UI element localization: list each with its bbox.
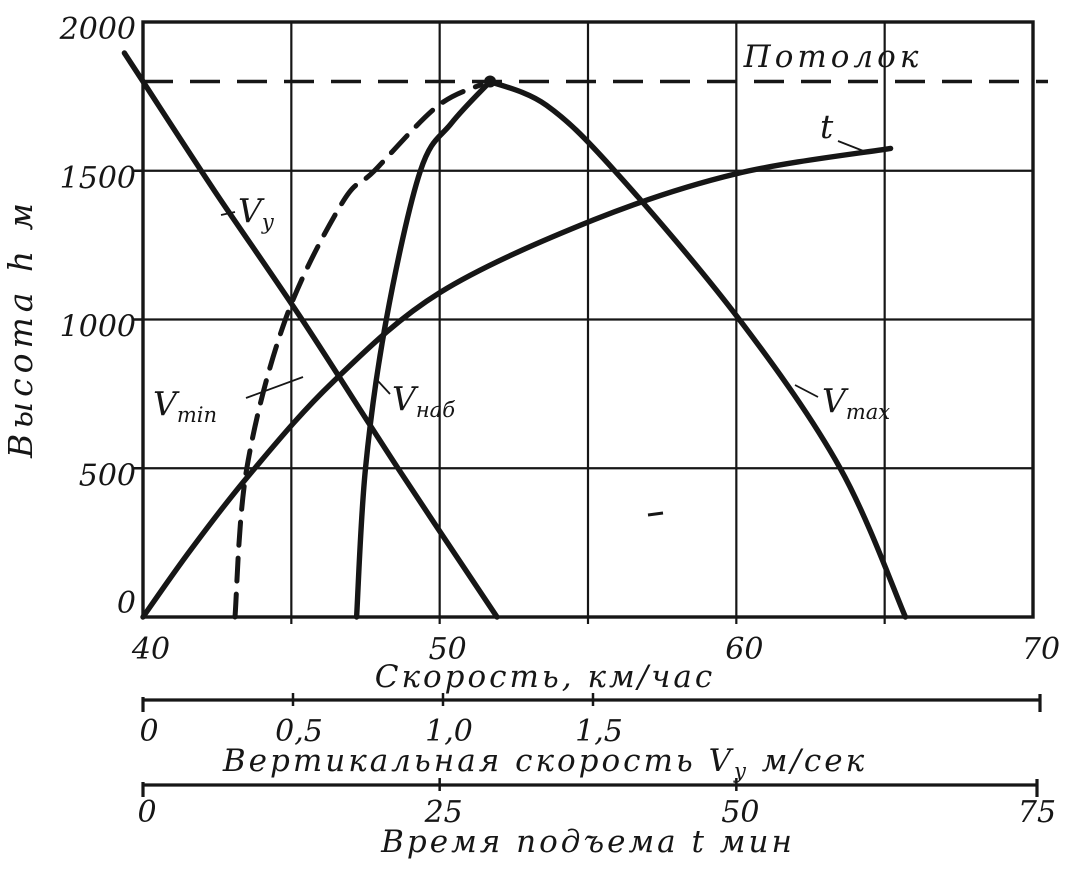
curve-label-Vy: Vy	[238, 191, 275, 234]
time-tick-label-0: 0	[137, 795, 156, 830]
y-axis-title: Высота h м	[1, 198, 40, 459]
y-tick-label-0: 0	[117, 586, 136, 621]
curve-Vmax	[487, 78, 909, 620]
curves	[121, 50, 909, 620]
curve-label-leader-Vmax	[794, 384, 819, 398]
curve-label-leader-Vnab	[377, 380, 391, 395]
time-tick-label-50: 50	[721, 795, 759, 830]
vspeed-tick-label-0: 0	[139, 714, 158, 749]
speed-axis-title: Скорость, км/час	[375, 659, 716, 695]
curve-Vnab	[353, 78, 493, 620]
peak-point-dot	[484, 75, 497, 88]
speed-tick-label-70: 70	[1022, 632, 1060, 667]
y-tick-label-1500: 1500	[60, 161, 136, 196]
speed-tick-label-50: 50	[429, 632, 467, 667]
labels: Потолок Vy Vmin Vнаб Vmax t	[153, 39, 923, 517]
time-tick-label-75: 75	[1018, 795, 1056, 830]
speed-tick-label-40: 40	[131, 632, 170, 667]
plot-grid	[141, 20, 1048, 624]
vspeed-tick-label-0.5: 0,5	[275, 714, 323, 749]
curve-label-leader-Vy	[220, 211, 236, 216]
curve-label-Vmax: Vmax	[822, 381, 890, 424]
y-tick-label-500: 500	[79, 458, 136, 493]
y-tick-label-2000: 2000	[59, 12, 136, 47]
stray-mark	[647, 511, 664, 517]
time-tick-label-25: 25	[424, 795, 463, 830]
vspeed-tick-label-1: 1,0	[425, 714, 473, 749]
speed-tick-label-60: 60	[725, 632, 763, 667]
ceiling-label: Потолок	[743, 39, 923, 75]
curve-label-leader-Vmin	[245, 376, 304, 399]
y-tick-label-1000: 1000	[60, 310, 136, 345]
curve-t	[140, 145, 894, 620]
curve-label-Vmin: Vmin	[153, 384, 217, 427]
curve-Vy	[121, 50, 500, 620]
curve-label-t: t	[820, 107, 834, 146]
vspeed-tick-label-1.5: 1,5	[575, 714, 623, 749]
curve-label-leader-t	[837, 140, 867, 153]
curve-label-Vnab: Vнаб	[392, 379, 455, 422]
vspeed-axis-title: Вертикальная скорость Vy м/сек	[222, 743, 867, 783]
time-axis-title: Время подъема t мин	[380, 824, 795, 860]
